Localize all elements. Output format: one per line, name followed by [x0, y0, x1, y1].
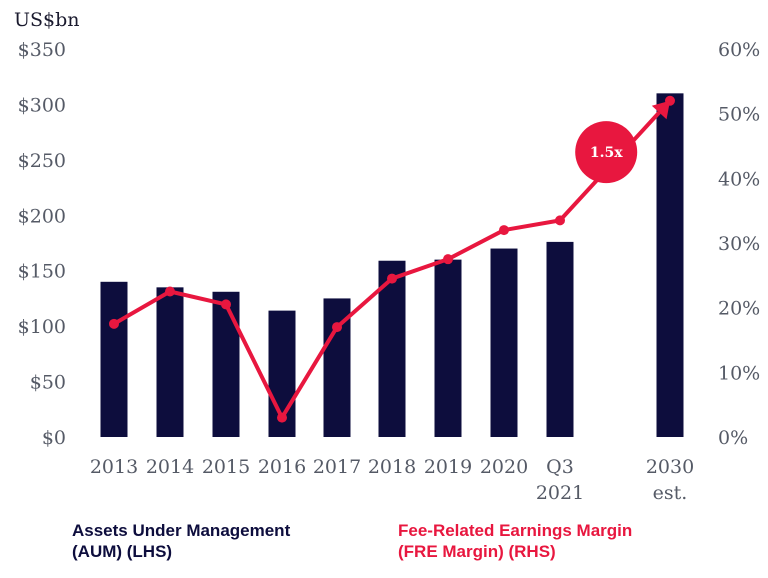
fre-point [443, 254, 453, 265]
x-tick-label: 2018 [368, 456, 416, 478]
right-tick-label: 40% [718, 168, 760, 190]
aum-bar [434, 259, 462, 437]
right-tick-label: 30% [718, 233, 760, 255]
left-tick-label: $200 [18, 205, 66, 227]
aum-bar [378, 260, 406, 437]
x-tick-label: 2016 [258, 456, 306, 478]
aum-bar [100, 281, 128, 437]
x-tick-label: Q3 [546, 456, 574, 478]
aum-bar [490, 248, 518, 437]
left-tick-label: $250 [18, 150, 66, 172]
legend-aum: Assets Under Management (AUM) (LHS) [72, 520, 290, 562]
x-axis: 2013 2014 2015 2016 2017 2018 2019 2020 Q3 2021 20… [90, 456, 694, 504]
legend-aum-line1: Assets Under Management [72, 521, 291, 540]
annotation-text: 1.5x [590, 145, 623, 161]
aum-bar [656, 93, 684, 437]
fre-point [665, 95, 675, 106]
y-unit-label: US$bn [14, 9, 80, 31]
legend-aum-line2: (AUM) (LHS) [72, 542, 173, 561]
right-tick-label: 10% [718, 362, 760, 384]
aum-bar [156, 287, 184, 437]
chart: US$bn $0 $50 $100 $150 $200 $250 $300 $350 0% 10… [14, 9, 760, 504]
x-tick-label: 2020 [480, 456, 528, 478]
fre-point [387, 273, 397, 284]
left-tick-label: $100 [18, 316, 66, 338]
right-tick-label: 60% [718, 39, 760, 61]
right-tick-label: 20% [718, 298, 760, 320]
x-tick-label: est. [653, 482, 688, 504]
right-axis: 0% 10% 20% 30% 40% 50% 60% [718, 39, 760, 449]
x-tick-label: 2017 [313, 456, 361, 478]
aum-bars [100, 93, 684, 437]
fre-point [165, 286, 175, 297]
growth-annotation: 1.5x [575, 121, 638, 184]
left-axis: $0 $50 $100 $150 $200 $250 $300 $350 [18, 39, 66, 449]
aum-bar [546, 241, 574, 437]
fre-point [499, 225, 509, 236]
fre-point [332, 322, 342, 333]
fre-point [277, 412, 287, 423]
fre-margin-line [109, 95, 675, 423]
fre-point [109, 318, 119, 329]
legend-fre: Fee-Related Earnings Margin (FRE Margin)… [398, 520, 632, 562]
x-tick-label: 2030 [646, 456, 694, 478]
right-tick-label: 50% [718, 104, 760, 126]
legend-fre-line2: (FRE Margin) (RHS) [398, 542, 556, 561]
arrow-head [651, 100, 670, 120]
left-tick-label: $150 [18, 261, 66, 283]
left-tick-label: $300 [18, 94, 66, 116]
fre-point [555, 215, 565, 226]
left-tick-label: $0 [42, 427, 66, 449]
left-tick-label: $350 [18, 39, 66, 61]
x-tick-label: 2015 [202, 456, 250, 478]
left-tick-label: $50 [30, 372, 66, 394]
x-tick-label: 2021 [536, 482, 584, 504]
x-tick-label: 2013 [90, 456, 138, 478]
x-tick-label: 2019 [424, 456, 472, 478]
fre-point [221, 299, 231, 310]
right-tick-label: 0% [718, 427, 748, 449]
legend-fre-line1: Fee-Related Earnings Margin [398, 521, 633, 540]
x-tick-label: 2014 [146, 456, 194, 478]
annotation-circle [575, 121, 638, 184]
aum-bar [212, 291, 240, 437]
